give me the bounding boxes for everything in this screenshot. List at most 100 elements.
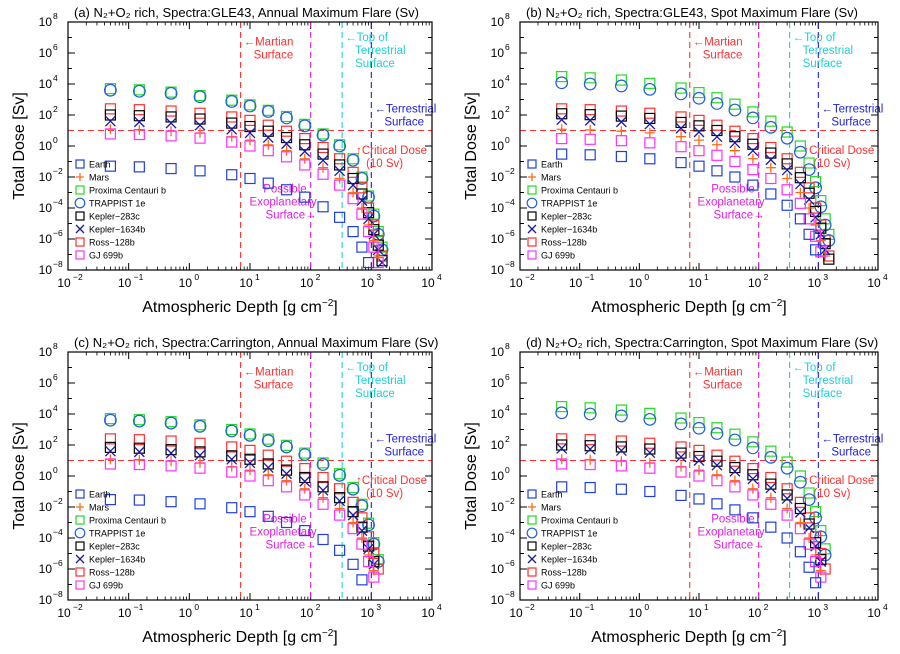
- data-point: [165, 130, 177, 142]
- data-point: [104, 458, 117, 470]
- data-point: [584, 149, 596, 161]
- data-point: [165, 496, 177, 508]
- data-point: [262, 177, 274, 189]
- y-tick-exponent: −6: [505, 228, 515, 238]
- y-tick-exponent: 8: [53, 341, 58, 351]
- reference-line-label: Surface→: [714, 210, 765, 222]
- data-point: [710, 427, 724, 440]
- reference-line-label: ←Terrestrial: [374, 433, 436, 445]
- data-point: [556, 442, 568, 454]
- y-tick-exponent: −4: [505, 197, 515, 207]
- data-point: [347, 496, 359, 508]
- y-tick-exponent: 4: [505, 403, 510, 413]
- legend-label: Kepler−283c: [89, 212, 140, 222]
- legend-label: Kepler−283c: [89, 542, 140, 552]
- panel-title: (c) N₂+O₂ rich, Spectra:Carrington, Annu…: [74, 335, 438, 350]
- data-point: [133, 458, 145, 471]
- data-point: [299, 471, 311, 484]
- reference-line-label: Surface: [803, 388, 843, 400]
- reference-lines: [520, 352, 878, 600]
- reference-line-label: ←Terrestrial: [821, 103, 883, 115]
- data-point: [711, 165, 723, 177]
- data-point: [363, 213, 375, 225]
- legend-marker: [527, 250, 537, 260]
- data-point: [616, 126, 627, 137]
- y-tick-label: 10: [39, 77, 53, 91]
- data-point: [356, 182, 368, 194]
- y-tick-exponent: −2: [505, 166, 515, 176]
- data-point: [764, 450, 778, 464]
- data-point: [104, 128, 117, 140]
- data-point: [555, 76, 569, 90]
- y-tick-label: 10: [39, 108, 53, 122]
- legend-label: Mars: [89, 503, 109, 513]
- data-point: [245, 465, 255, 476]
- legend-label: TRAPPIST 1e: [541, 529, 597, 539]
- data-point: [584, 402, 596, 414]
- data-point: [675, 156, 687, 169]
- x-tick-exponent: 4: [883, 602, 888, 612]
- data-point: [711, 131, 723, 143]
- data-point: [317, 168, 329, 180]
- data-point: [104, 445, 116, 457]
- data-point: [356, 203, 367, 213]
- data-point: [781, 493, 793, 505]
- data-point: [368, 571, 380, 583]
- legend-marker: [76, 503, 84, 511]
- panel-2: (b) N₂+O₂ rich, Spectra:GLE43, Spot Maxi…: [463, 5, 888, 316]
- data-point: [226, 123, 238, 135]
- x-axis-label-close: ]: [782, 629, 786, 646]
- reference-line-label: ←Martian: [244, 37, 294, 49]
- y-axis-label: Total Dose [Sv]: [463, 422, 480, 530]
- x-tick-label: 10: [867, 276, 881, 290]
- data-point: [299, 463, 311, 475]
- legend-marker: [528, 173, 536, 181]
- y-tick-exponent: −8: [505, 259, 515, 269]
- data-point: [347, 166, 359, 178]
- legend-label: Kepler−1634b: [89, 225, 145, 235]
- data-point: [356, 521, 368, 533]
- y-tick-exponent: −4: [53, 197, 63, 207]
- data-point: [747, 179, 759, 191]
- legend-label: Earth: [541, 490, 563, 500]
- data-point: [765, 521, 777, 533]
- data-point: [794, 172, 806, 184]
- data-point: [299, 191, 311, 203]
- plot-frame: [519, 21, 879, 271]
- reference-line-label: Surface: [831, 446, 871, 458]
- legend-label: Ross−128b: [541, 568, 587, 578]
- legend-marker: [75, 211, 85, 221]
- data-point: [795, 517, 806, 528]
- data-point: [711, 92, 723, 104]
- legend-label: GJ 699b: [541, 251, 575, 261]
- data-point: [104, 413, 117, 427]
- legend-label: Kepler−283c: [541, 542, 592, 552]
- data-point: [693, 120, 705, 132]
- data-point: [356, 512, 368, 524]
- y-tick-exponent: 2: [505, 104, 510, 114]
- reference-line-label: ↑Critical Dose: [356, 475, 427, 487]
- data-point: [262, 125, 274, 137]
- data-point: [643, 82, 657, 96]
- x-axis-label-close: ]: [782, 299, 786, 316]
- legend: Earth Mars Proxima Centauri b TRAPPIST 1e Ke…: [74, 489, 166, 591]
- data-point: [262, 132, 274, 144]
- data-point: [584, 458, 596, 471]
- data-point: [694, 465, 704, 476]
- data-point: [356, 538, 368, 550]
- x-tick-label: 10: [867, 606, 881, 620]
- data-point: [729, 461, 741, 474]
- y-tick-label: 10: [39, 407, 53, 421]
- data-point: [556, 439, 568, 451]
- y-tick-label: 10: [491, 593, 505, 607]
- data-point: [280, 184, 293, 196]
- data-point: [299, 525, 311, 537]
- y-tick-exponent: −8: [53, 259, 63, 269]
- legend-label: GJ 699b: [89, 581, 123, 591]
- data-point: [318, 492, 329, 503]
- data-point: [765, 162, 776, 173]
- data-point: [194, 107, 206, 119]
- data-point: [675, 466, 687, 478]
- legend-marker: [527, 554, 537, 564]
- data-point: [693, 126, 705, 138]
